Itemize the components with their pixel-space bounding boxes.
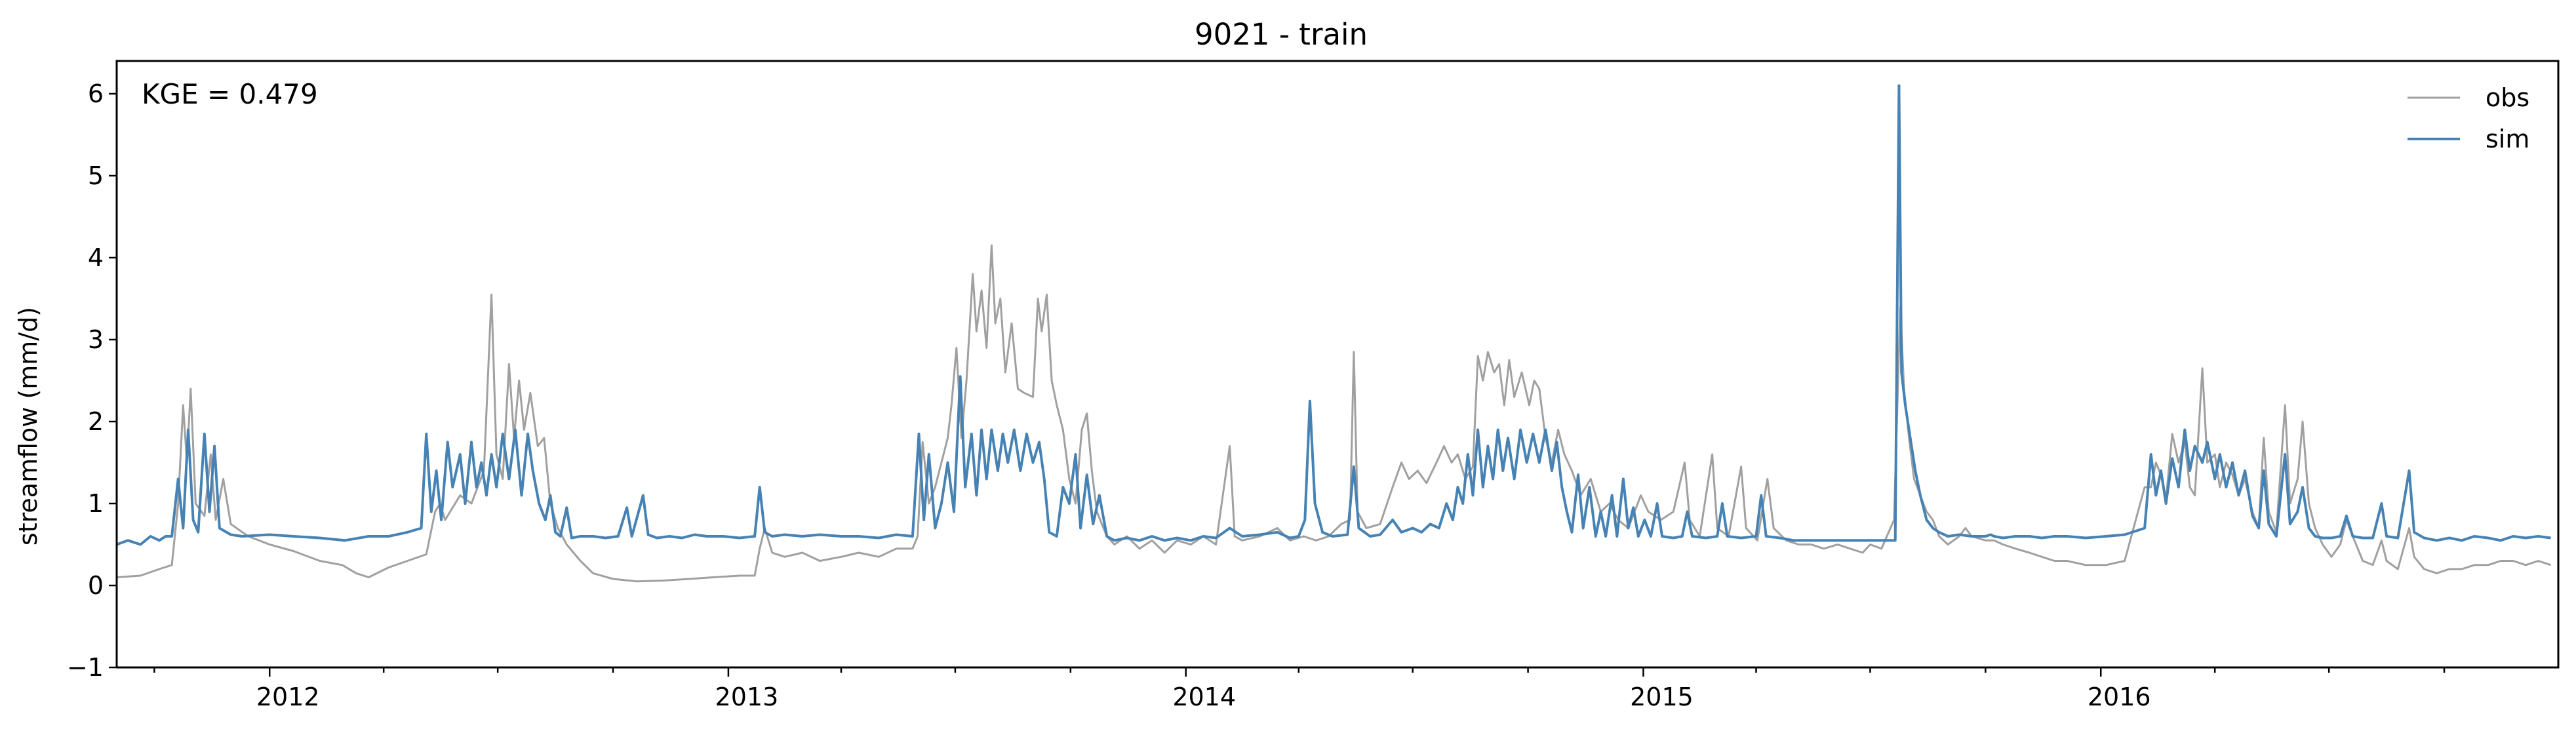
y-tick-label: 6 xyxy=(88,79,104,108)
series-line-sim xyxy=(117,84,2551,546)
legend: obs sim xyxy=(2408,83,2529,153)
y-tick-label: 0 xyxy=(88,571,104,600)
series-layer xyxy=(117,84,2551,583)
y-axis: −1 0 1 2 3 4 5 6 xyxy=(67,79,117,682)
x-tick-label: 2012 xyxy=(256,683,320,711)
y-tick-label: 2 xyxy=(88,407,104,436)
x-tick-label: 2016 xyxy=(2088,683,2151,711)
y-tick-label: 4 xyxy=(88,243,104,272)
y-tick-label: 3 xyxy=(88,325,104,354)
x-axis: 2012 2013 2014 2015 2016 xyxy=(153,667,2446,711)
legend-label-obs: obs xyxy=(2486,83,2529,112)
x-tick-label: 2014 xyxy=(1172,683,1236,711)
legend-label-sim: sim xyxy=(2486,125,2529,153)
series-line-obs xyxy=(117,244,2551,583)
y-axis-label: streamflow (mm/d) xyxy=(14,307,43,545)
plot-area xyxy=(117,84,2551,583)
x-tick-label: 2015 xyxy=(1630,683,1694,711)
chart-title: 9021 - train xyxy=(1195,17,1368,52)
x-tick-label: 2013 xyxy=(715,683,779,711)
y-tick-label: 5 xyxy=(88,161,104,190)
kge-annotation: KGE = 0.479 xyxy=(142,78,318,110)
plot-frame xyxy=(115,60,2560,669)
y-tick-label: 1 xyxy=(88,489,104,518)
y-tick-label: −1 xyxy=(67,653,104,682)
